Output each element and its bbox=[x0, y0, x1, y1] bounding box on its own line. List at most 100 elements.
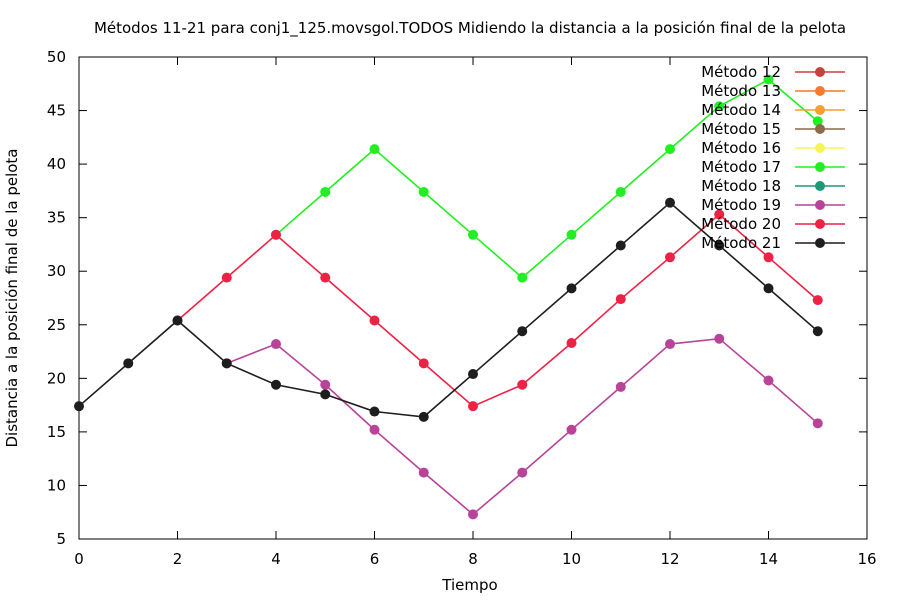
data-point bbox=[812, 116, 823, 127]
data-point bbox=[221, 272, 232, 283]
legend-marker bbox=[815, 200, 825, 210]
series-17 bbox=[271, 74, 823, 283]
data-point bbox=[468, 369, 478, 380]
legend-marker bbox=[815, 67, 825, 77]
y-tick-label: 45 bbox=[47, 102, 66, 120]
series-line bbox=[78, 201, 819, 418]
data-point bbox=[172, 315, 183, 326]
x-tick-label: 6 bbox=[370, 550, 380, 568]
legend-label: Método 21 bbox=[701, 234, 781, 252]
data-point bbox=[320, 186, 331, 197]
x-tick-label: 0 bbox=[74, 550, 84, 568]
data-point bbox=[517, 467, 528, 478]
series-layer bbox=[74, 74, 823, 520]
legend-label: Método 17 bbox=[701, 158, 781, 176]
legend-label: Método 19 bbox=[701, 196, 781, 214]
data-point bbox=[714, 101, 725, 112]
data-point bbox=[714, 209, 725, 220]
data-point bbox=[418, 411, 429, 422]
data-point bbox=[123, 358, 134, 369]
legend-marker bbox=[815, 162, 825, 172]
data-point bbox=[763, 283, 774, 294]
data-point bbox=[271, 379, 281, 390]
legend-marker bbox=[815, 181, 825, 191]
data-point bbox=[221, 358, 232, 369]
data-point bbox=[812, 418, 823, 429]
data-point bbox=[714, 240, 725, 251]
y-tick-label: 50 bbox=[47, 48, 66, 66]
y-tick-label: 20 bbox=[47, 369, 66, 387]
x-tick-label: 4 bbox=[271, 550, 281, 568]
data-point bbox=[566, 229, 577, 240]
legend-label: Método 16 bbox=[701, 139, 781, 157]
x-tick-label: 2 bbox=[173, 550, 183, 568]
y-tick-label: 15 bbox=[47, 423, 66, 441]
data-point bbox=[566, 283, 577, 294]
data-point bbox=[418, 467, 429, 478]
data-point bbox=[320, 389, 331, 400]
x-tick-label: 16 bbox=[857, 550, 876, 568]
data-point bbox=[665, 339, 675, 350]
data-point bbox=[369, 315, 380, 326]
data-point bbox=[418, 358, 429, 369]
x-tick-label: 10 bbox=[562, 550, 581, 568]
data-point bbox=[665, 197, 675, 208]
data-point bbox=[714, 333, 725, 344]
data-point bbox=[665, 252, 675, 263]
x-axis-label: Tiempo bbox=[441, 576, 497, 594]
legend-marker bbox=[815, 143, 825, 153]
y-axis: 5 10 15 20 25 30 35 40 45 50 bbox=[47, 48, 867, 548]
data-point bbox=[665, 144, 675, 155]
legend-label: Método 14 bbox=[701, 101, 781, 119]
data-point bbox=[468, 401, 478, 412]
data-point bbox=[763, 252, 774, 263]
legend-marker bbox=[815, 219, 825, 229]
data-point bbox=[468, 229, 478, 240]
legend-marker bbox=[815, 238, 825, 248]
data-point bbox=[369, 406, 380, 417]
chart-title: Métodos 11-21 para conj1_125.movsgol.TOD… bbox=[94, 19, 846, 38]
y-tick-label: 5 bbox=[56, 530, 66, 548]
data-point bbox=[517, 272, 528, 283]
series-21 bbox=[74, 197, 823, 422]
y-tick-label: 40 bbox=[47, 155, 66, 173]
series-line bbox=[176, 213, 819, 408]
data-point bbox=[615, 381, 626, 392]
data-point bbox=[320, 379, 331, 390]
legend-marker bbox=[815, 124, 825, 134]
legend-label: Método 13 bbox=[701, 82, 781, 100]
data-point bbox=[517, 379, 528, 390]
data-point bbox=[763, 375, 774, 386]
data-point bbox=[763, 74, 774, 85]
legend-label: Método 12 bbox=[701, 63, 781, 81]
series-19 bbox=[221, 333, 823, 520]
legend-marker bbox=[815, 105, 825, 115]
data-point bbox=[615, 240, 626, 251]
data-point bbox=[566, 337, 577, 348]
data-point bbox=[369, 424, 380, 435]
y-tick-label: 10 bbox=[47, 476, 66, 494]
y-tick-label: 35 bbox=[47, 209, 66, 227]
x-axis: 0 2 4 6 8 10 12 14 16 bbox=[74, 57, 877, 568]
data-point bbox=[468, 509, 478, 520]
x-tick-label: 12 bbox=[660, 550, 679, 568]
data-point bbox=[74, 401, 84, 412]
y-axis-label: Distancia a la posición final de la pelo… bbox=[3, 148, 21, 447]
data-point bbox=[812, 326, 823, 337]
data-point bbox=[320, 272, 331, 283]
legend-marker bbox=[815, 86, 825, 96]
y-tick-label: 30 bbox=[47, 262, 66, 280]
series-line bbox=[226, 337, 819, 516]
legend-label: Método 15 bbox=[701, 120, 781, 138]
data-point bbox=[615, 186, 626, 197]
data-point bbox=[369, 144, 380, 155]
data-point bbox=[812, 295, 823, 306]
y-tick-label: 25 bbox=[47, 316, 66, 334]
data-point bbox=[517, 326, 528, 337]
data-point bbox=[566, 424, 577, 435]
series-line bbox=[275, 78, 819, 279]
series-20 bbox=[172, 209, 823, 412]
legend-label: Método 20 bbox=[701, 215, 781, 233]
